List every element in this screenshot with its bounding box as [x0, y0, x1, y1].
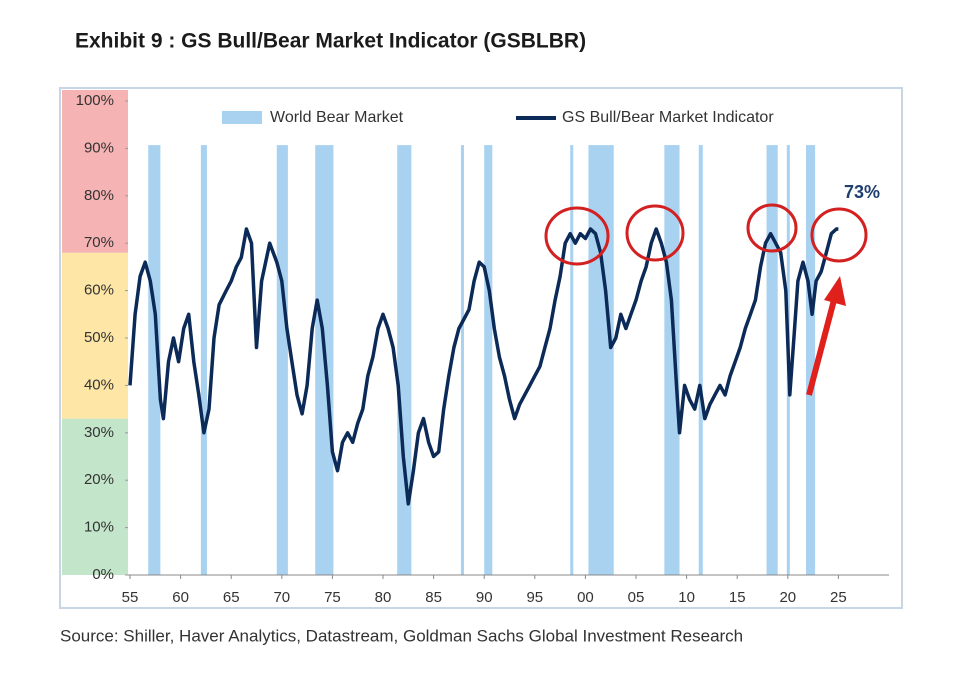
trend-arrow — [806, 299, 837, 396]
chart-title: Exhibit 9 : GS Bull/Bear Market Indicato… — [75, 30, 586, 53]
arrow-head — [824, 276, 846, 306]
zone — [62, 252, 128, 419]
x-tick-label: 80 — [375, 589, 392, 606]
highlight-circle — [625, 204, 685, 262]
annotation: 73% — [844, 182, 880, 202]
x-tick-label: 75 — [324, 589, 341, 606]
y-tick-label: 100% — [76, 92, 114, 109]
bear-market-band — [460, 145, 464, 575]
x-tick-label: 90 — [476, 589, 493, 606]
bear-market-band — [397, 145, 412, 575]
legend-swatch — [222, 111, 262, 124]
y-tick-label: 80% — [84, 187, 114, 204]
x-tick-label: 65 — [223, 589, 240, 606]
x-tick-label: 15 — [729, 589, 746, 606]
bear-market-band — [200, 145, 207, 575]
highlight-circle — [746, 203, 798, 253]
x-tick-label: 00 — [577, 589, 594, 606]
x-tick-label: 20 — [779, 589, 796, 606]
x-tick-label: 70 — [273, 589, 290, 606]
legend-label: World Bear Market — [270, 109, 404, 126]
x-tick-label: 10 — [678, 589, 695, 606]
y-tick-label: 30% — [84, 424, 114, 441]
bear-market-band — [148, 145, 161, 575]
bear-market-band — [276, 145, 288, 575]
source-note: Source: Shiller, Haver Analytics, Datast… — [60, 626, 743, 645]
bear-market-band — [484, 145, 493, 575]
x-tick-label: 85 — [425, 589, 442, 606]
highlight-circle — [810, 207, 868, 263]
x-tick-label: 25 — [830, 589, 847, 606]
bear-market-band — [570, 145, 574, 575]
x-tick-label: 95 — [526, 589, 543, 606]
x-tick-label: 55 — [122, 589, 139, 606]
zone — [62, 90, 128, 253]
annotation-marks — [544, 203, 868, 396]
chart-frame — [59, 87, 903, 609]
y-tick-label: 40% — [84, 376, 114, 393]
y-tick-label: 90% — [84, 139, 114, 156]
y-tick-label: 70% — [84, 234, 114, 251]
indicator-line — [128, 227, 839, 506]
bear-market-band — [806, 145, 816, 575]
zone — [62, 418, 128, 575]
y-tick-label: 50% — [84, 329, 114, 346]
bear-market-band — [766, 145, 778, 575]
x-tick-label: 60 — [172, 589, 189, 606]
highlight-circle — [544, 206, 610, 266]
x-tick-label: 05 — [628, 589, 645, 606]
y-tick-label: 60% — [84, 282, 114, 299]
bear-market-band — [588, 145, 614, 575]
bear-market-band — [698, 145, 703, 575]
y-tick-label: 0% — [92, 566, 114, 583]
y-tick-label: 10% — [84, 519, 114, 536]
legend-label: GS Bull/Bear Market Indicator — [562, 109, 774, 126]
y-tick-label: 20% — [84, 471, 114, 488]
